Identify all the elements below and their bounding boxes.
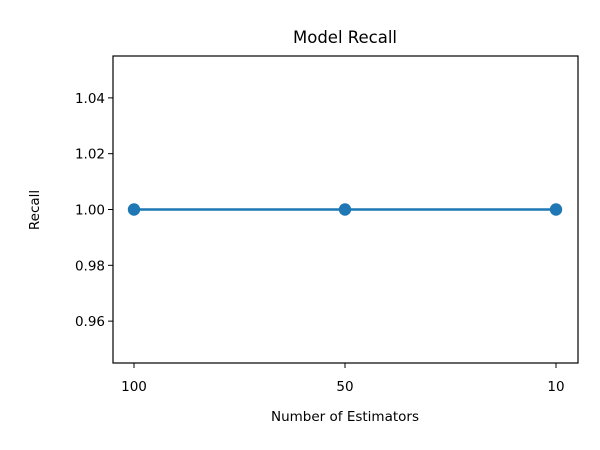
y-axis-ticks: 0.96 0.98 1.00 1.02 1.04 xyxy=(75,91,113,330)
x-axis-ticks: 100 50 10 xyxy=(121,363,565,395)
x-axis-label: Number of Estimators xyxy=(271,409,419,425)
y-tick-label: 0.98 xyxy=(75,258,105,274)
x-tick-label: 10 xyxy=(547,379,564,395)
y-tick-label: 1.02 xyxy=(75,147,105,163)
data-point-100 xyxy=(127,203,141,216)
chart-title: Model Recall xyxy=(293,28,397,47)
plot-area-frame xyxy=(112,55,579,364)
y-tick-label: 1.04 xyxy=(75,91,105,107)
series-layer xyxy=(127,203,563,216)
y-tick-label: 1.00 xyxy=(75,203,105,219)
data-point-10 xyxy=(549,203,563,216)
y-axis-label: Recall xyxy=(27,190,43,230)
x-tick-label: 50 xyxy=(336,379,353,395)
x-tick-label: 100 xyxy=(121,379,147,395)
y-tick-label: 0.96 xyxy=(75,314,105,330)
data-point-50 xyxy=(338,203,352,216)
